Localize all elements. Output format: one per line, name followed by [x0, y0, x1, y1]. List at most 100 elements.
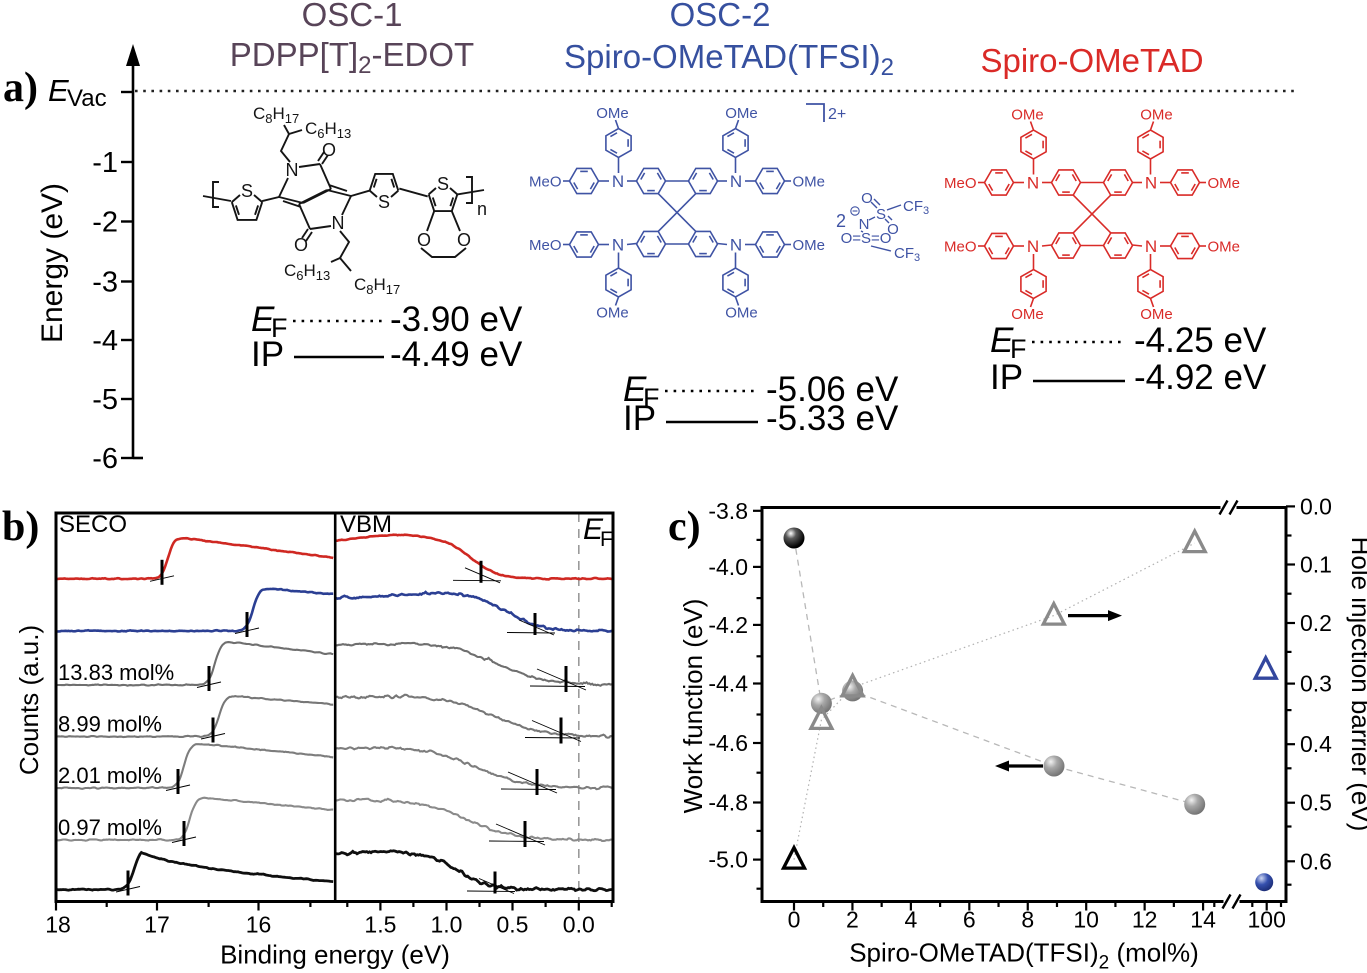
svg-text:Vac: Vac [67, 85, 107, 112]
svg-text:a): a) [3, 65, 38, 111]
svg-text:SECO: SECO [59, 511, 127, 538]
svg-text:-6: -6 [92, 443, 118, 475]
svg-text:OMe: OMe [725, 105, 758, 122]
svg-text:O: O [861, 190, 873, 207]
svg-text:16: 16 [246, 912, 272, 938]
svg-text:b): b) [2, 504, 39, 550]
svg-text:F: F [1010, 334, 1027, 364]
svg-text:OSC-2: OSC-2 [670, 0, 771, 33]
svg-text:O: O [417, 230, 431, 250]
svg-text:Energy (eV): Energy (eV) [36, 183, 69, 343]
svg-text:OMe: OMe [1140, 107, 1173, 124]
svg-text:-2: -2 [92, 207, 118, 239]
svg-text:PDPP[T]2-EDOT: PDPP[T]2-EDOT [230, 36, 474, 79]
svg-text:100: 100 [1248, 907, 1286, 933]
svg-text:0.97 mol%: 0.97 mol% [58, 815, 162, 840]
svg-text:CF3: CF3 [903, 198, 929, 217]
svg-text:-5.0: -5.0 [708, 847, 748, 873]
svg-text:0: 0 [788, 907, 801, 933]
svg-text:E: E [251, 300, 275, 339]
svg-text:N: N [612, 172, 624, 191]
svg-text:OMe: OMe [1208, 239, 1241, 256]
svg-text:CF3: CF3 [894, 245, 920, 264]
svg-text:E: E [48, 73, 69, 108]
svg-text:O: O [887, 221, 899, 238]
svg-text:N: N [859, 216, 870, 233]
svg-text:0.0: 0.0 [563, 912, 595, 938]
svg-text:N: N [1145, 237, 1157, 256]
svg-text:OMe: OMe [1011, 306, 1044, 323]
svg-text:N: N [730, 172, 742, 191]
svg-text:Spiro-OMeTAD(TFSI)2 (mol%): Spiro-OMeTAD(TFSI)2 (mol%) [849, 938, 1199, 973]
svg-text:OMe: OMe [1208, 175, 1241, 192]
svg-text:-4.6: -4.6 [708, 730, 748, 756]
svg-text:E: E [990, 321, 1014, 360]
svg-text:1.5: 1.5 [364, 912, 396, 938]
svg-text:OMe: OMe [596, 105, 629, 122]
svg-text:O: O [294, 235, 308, 255]
svg-text:0.6: 0.6 [1300, 848, 1332, 874]
svg-text:-4.25 eV: -4.25 eV [1134, 321, 1267, 360]
svg-text:O=S=O: O=S=O [841, 230, 892, 247]
svg-text:N: N [1027, 237, 1039, 256]
svg-text:S: S [241, 181, 253, 201]
svg-text:2: 2 [836, 211, 846, 231]
svg-text:-1: -1 [92, 147, 118, 179]
svg-text:17: 17 [144, 912, 170, 938]
svg-text:OMe: OMe [596, 305, 629, 322]
svg-text:-4.4: -4.4 [708, 671, 748, 697]
svg-text:N: N [612, 236, 624, 255]
svg-text:0.5: 0.5 [1300, 790, 1332, 816]
svg-text:IP: IP [990, 358, 1023, 397]
svg-text:0.3: 0.3 [1300, 671, 1332, 697]
svg-text:4: 4 [904, 907, 917, 933]
svg-text:N: N [332, 213, 345, 233]
svg-text:IP: IP [251, 335, 284, 374]
svg-text:Counts (a.u.): Counts (a.u.) [14, 625, 44, 775]
svg-text:8: 8 [1021, 907, 1034, 933]
svg-text:N: N [286, 160, 299, 180]
svg-text:S: S [378, 192, 390, 212]
svg-text:N: N [1145, 174, 1157, 193]
svg-text:S: S [437, 174, 449, 194]
svg-text:VBM: VBM [340, 511, 392, 538]
svg-text:E: E [583, 513, 604, 546]
svg-text:2.01 mol%: 2.01 mol% [58, 763, 162, 788]
svg-text:2+: 2+ [828, 106, 846, 123]
svg-text:MeO: MeO [944, 175, 977, 192]
svg-text:-5.06 eV: -5.06 eV [766, 370, 899, 409]
svg-text:-4.2: -4.2 [708, 612, 748, 638]
svg-text:IP: IP [623, 399, 656, 438]
svg-text:OSC-1: OSC-1 [302, 0, 403, 33]
svg-text:13.83 mol%: 13.83 mol% [58, 660, 174, 685]
svg-text:2: 2 [846, 907, 859, 933]
svg-text:N: N [1027, 174, 1039, 193]
svg-text:Hole injection barrier (eV): Hole injection barrier (eV) [1346, 537, 1367, 832]
svg-text:-4.49 eV: -4.49 eV [390, 335, 523, 374]
svg-text:1.0: 1.0 [431, 912, 463, 938]
svg-text:0.2: 0.2 [1300, 610, 1332, 636]
svg-text:-5.33 eV: -5.33 eV [766, 399, 899, 438]
svg-text:n: n [477, 199, 487, 219]
svg-text:Work function (eV): Work function (eV) [678, 599, 708, 814]
svg-text:-4.8: -4.8 [708, 790, 748, 816]
svg-text:OMe: OMe [1011, 107, 1044, 124]
svg-text:OMe: OMe [793, 174, 826, 191]
svg-text:MeO: MeO [944, 239, 977, 256]
svg-text:-4: -4 [92, 325, 118, 357]
svg-text:F: F [600, 528, 613, 551]
svg-text:12: 12 [1132, 907, 1158, 933]
svg-text:-4.92 eV: -4.92 eV [1134, 358, 1267, 397]
svg-text:Binding energy (eV): Binding energy (eV) [220, 940, 450, 970]
svg-text:6: 6 [963, 907, 976, 933]
svg-text:8.99 mol%: 8.99 mol% [58, 712, 162, 737]
svg-text:-3: -3 [92, 267, 118, 299]
svg-text:OMe: OMe [725, 305, 758, 322]
svg-text:10: 10 [1073, 907, 1099, 933]
svg-text:O: O [457, 230, 471, 250]
svg-text:MeO: MeO [529, 174, 562, 191]
svg-text:-3.8: -3.8 [708, 498, 748, 524]
svg-text:F: F [271, 313, 288, 343]
svg-text:0.4: 0.4 [1300, 731, 1332, 757]
svg-text:Spiro-OMeTAD(TFSI)2: Spiro-OMeTAD(TFSI)2 [564, 38, 894, 81]
